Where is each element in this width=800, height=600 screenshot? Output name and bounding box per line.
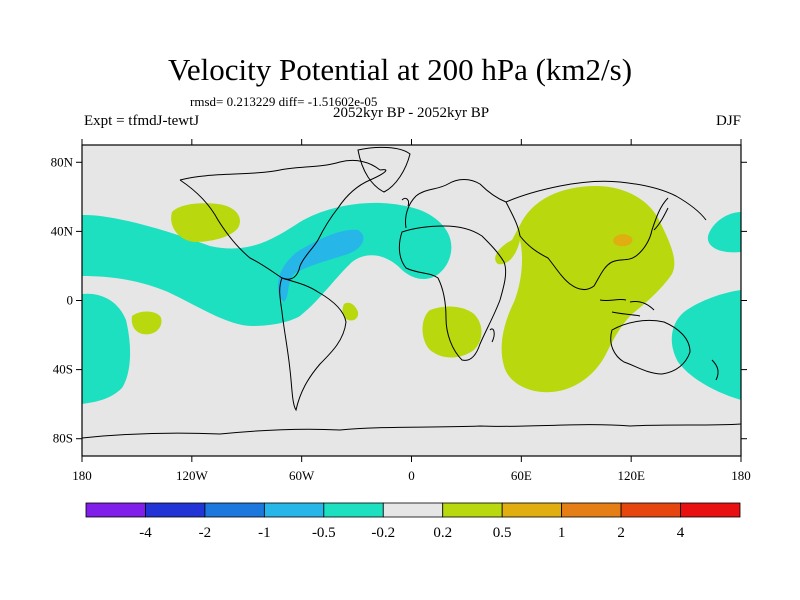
colorbar-label: -4 [139, 525, 152, 541]
coast-greenland [357, 146, 411, 193]
y-tick-label: 40N [51, 223, 74, 238]
coast-japan [653, 207, 669, 231]
plot-title: Velocity Potential at 200 hPa (km2/s) [167, 52, 633, 87]
contour-region-neg-pacific-south [82, 293, 131, 404]
coast-africa [398, 225, 507, 361]
x-tick-label: 120E [617, 468, 645, 483]
colorbar-label: 1 [558, 525, 566, 541]
colorbar-label: -2 [199, 525, 212, 541]
x-tick-label: 60W [289, 468, 315, 483]
x-tick-label: 180 [731, 468, 751, 483]
y-tick-label: 80N [51, 154, 74, 169]
coast-north-america [179, 169, 387, 280]
colorbar-swatch [680, 502, 741, 518]
season-label: DJF [715, 113, 741, 129]
contour-region-neg-west-pacific-north [707, 212, 741, 253]
coast-south-america [279, 277, 347, 412]
contour-fill-layer [82, 146, 741, 439]
contour-region-pos-core-asia [613, 234, 633, 247]
coastlines [82, 146, 741, 439]
x-tick-label: 60E [511, 468, 532, 483]
experiment-label: Expt = tfmdJ-tewtJ [84, 113, 200, 129]
coast-antarctica [82, 423, 741, 439]
y-tick-label: 40S [53, 362, 73, 377]
x-tick-label: 180 [72, 468, 92, 483]
coast-madagascar [489, 328, 495, 343]
coast-maritime [599, 298, 655, 317]
subtitle: 2052kyr BP - 2052kyr BP [332, 105, 490, 121]
coast-uk [401, 197, 409, 207]
contour-region-pos-southern-africa [422, 306, 482, 358]
colorbar-label: 2 [617, 525, 625, 541]
colorbar: -4 -2 -1 -0.5 -0.2 0.2 0.5 1 2 4 [85, 502, 741, 541]
colorbar-swatch [382, 502, 444, 518]
x-tick-label: 120W [176, 468, 209, 483]
colorbar-swatch [501, 502, 563, 518]
contour-region-neg-west-pacific-south [671, 290, 741, 400]
colorbar-label: 0.5 [493, 525, 512, 541]
contour-region-neg-core-caribbean [277, 229, 364, 302]
x-tick-label: 0 [408, 468, 415, 483]
coast-new-zealand [711, 359, 719, 381]
colorbar-swatch [85, 502, 146, 518]
y-tick-label: 80S [53, 431, 73, 446]
y-tick-label: 0 [67, 293, 74, 308]
colorbar-label: -1 [258, 525, 271, 541]
coast-arctic-north-america [179, 159, 381, 181]
coast-australia [610, 319, 691, 375]
colorbar-swatch [204, 502, 265, 518]
colorbar-label: 0.2 [433, 525, 452, 541]
stats-line: rmsd= 0.213229 diff= -1.51602e-05 [190, 94, 378, 109]
contour-region-pos-east-pacific [131, 311, 162, 335]
colorbar-swatch [620, 502, 681, 518]
colorbar-swatch [263, 502, 325, 518]
colorbar-label: 4 [677, 525, 685, 541]
colorbar-label: -0.5 [312, 525, 336, 541]
colorbar-swatch [561, 502, 622, 518]
coast-europe [405, 179, 507, 229]
contour-region-pos-north-america [171, 203, 240, 242]
map-axes: 80N 40N 0 40S 80S 180 120W 60W 0 60E 120E 180 [51, 139, 751, 483]
colorbar-swatch [145, 502, 206, 518]
colorbar-swatch [442, 502, 503, 518]
contour-region-pos-south-atlantic [342, 302, 359, 321]
coast-asia [505, 180, 707, 291]
colorbar-label: -0.2 [371, 525, 395, 541]
colorbar-swatch [323, 502, 384, 518]
